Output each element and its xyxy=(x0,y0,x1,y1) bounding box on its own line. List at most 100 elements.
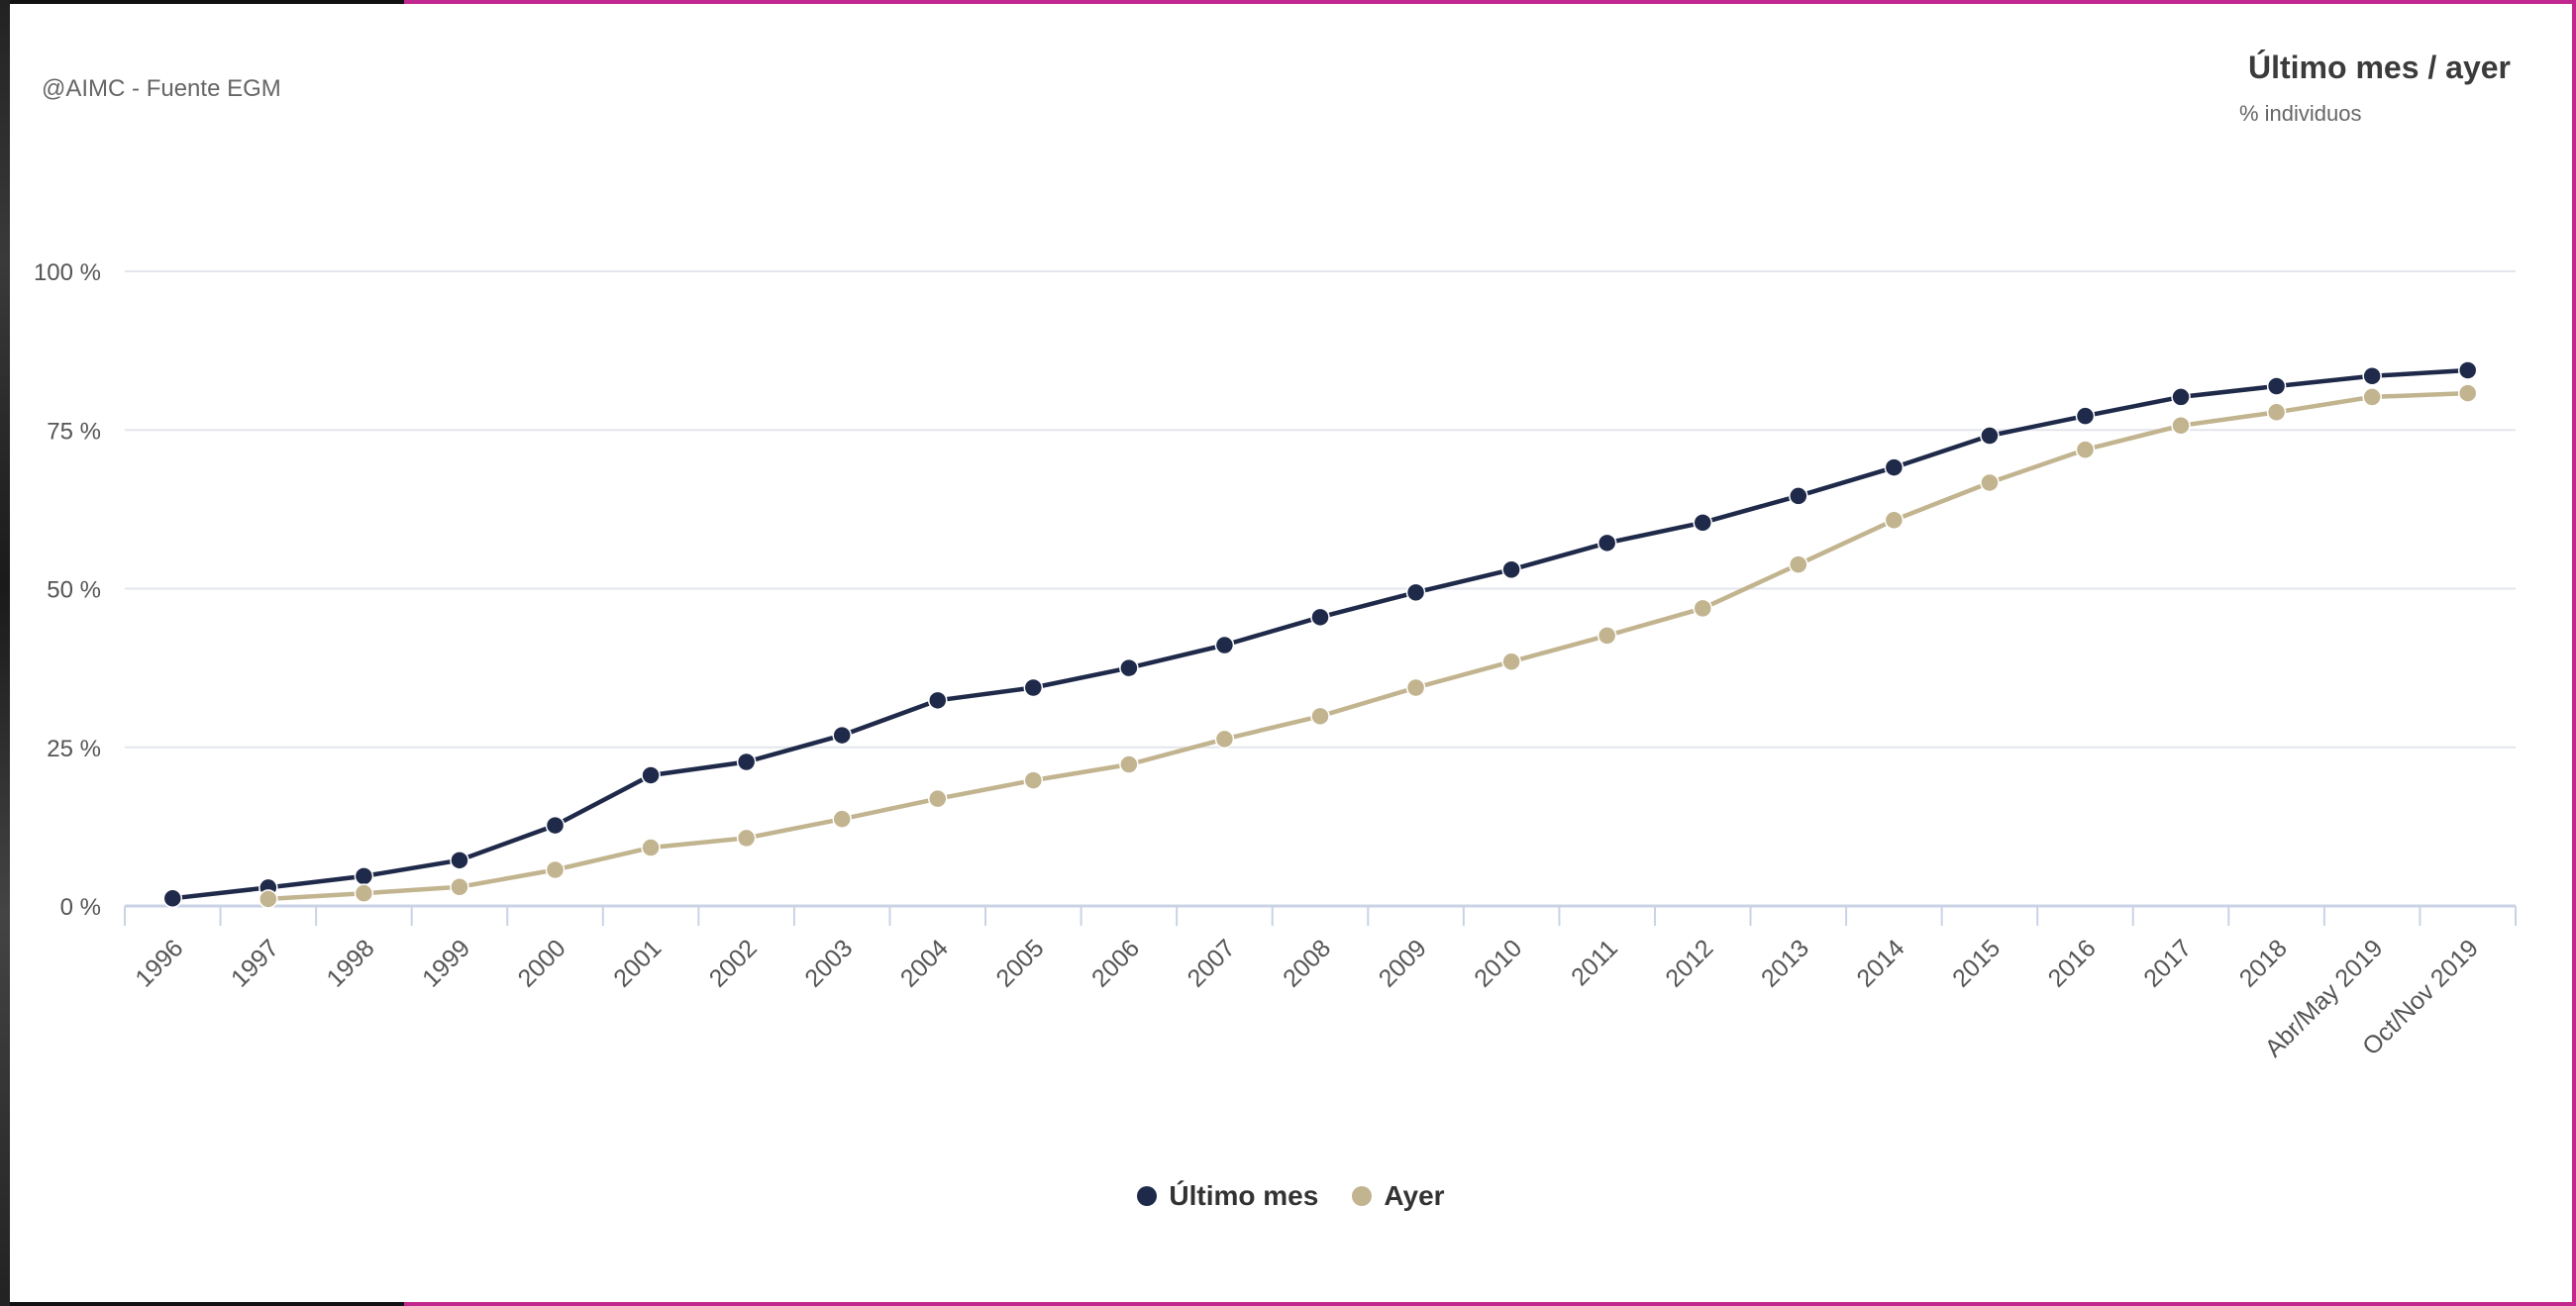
legend-marker-ayer xyxy=(1352,1186,1373,1206)
data-point[interactable] xyxy=(1884,510,1905,531)
x-tick-label: 2017 xyxy=(2138,934,2197,992)
data-point[interactable] xyxy=(1119,657,1139,678)
y-tick-label: 0 % xyxy=(60,894,101,921)
legend-label-ultimo-mes: Último mes xyxy=(1169,1180,1319,1211)
data-point[interactable] xyxy=(1310,607,1330,628)
accent-border-bottom xyxy=(404,1302,2576,1306)
data-point[interactable] xyxy=(1693,513,1712,533)
x-tick-label: 1997 xyxy=(226,934,284,992)
data-point[interactable] xyxy=(928,690,948,711)
x-tick-label: 2011 xyxy=(1566,934,1623,991)
data-point[interactable] xyxy=(1501,652,1521,671)
x-tick-label: 2018 xyxy=(2234,934,2293,992)
x-tick-label: 2015 xyxy=(1947,934,2006,992)
x-tick-label: 2000 xyxy=(513,934,571,992)
data-point[interactable] xyxy=(1693,598,1712,619)
data-point[interactable] xyxy=(2457,383,2478,403)
y-tick-label: 25 % xyxy=(47,736,101,762)
data-point[interactable] xyxy=(2075,440,2096,459)
data-point[interactable] xyxy=(1597,533,1617,553)
data-point[interactable] xyxy=(736,752,757,772)
legend-label-ayer: Ayer xyxy=(1384,1180,1445,1211)
data-point[interactable] xyxy=(2457,360,2478,380)
series-line-1 xyxy=(267,390,2468,902)
data-point[interactable] xyxy=(832,809,852,829)
data-point[interactable] xyxy=(1405,677,1426,698)
chart-panel: @AIMC - Fuente EGM Último mes / ayer % i… xyxy=(10,4,2572,1302)
y-axis-ticks: 0 % 25 % 50 % 75 % 100 % xyxy=(34,259,101,921)
data-point[interactable] xyxy=(545,859,566,880)
data-point[interactable] xyxy=(2266,402,2287,423)
x-tick-label: 2010 xyxy=(1469,934,1527,992)
x-tick-label: 2005 xyxy=(990,934,1049,992)
data-point[interactable] xyxy=(1884,457,1905,477)
x-tick-label: 2009 xyxy=(1374,934,1432,992)
legend-item-ayer[interactable]: Ayer xyxy=(1352,1180,1445,1212)
data-point[interactable] xyxy=(641,838,661,857)
data-point[interactable] xyxy=(2362,387,2382,407)
x-tick-label: 2013 xyxy=(1756,934,1814,992)
x-tick-label: 2012 xyxy=(1660,934,1718,992)
line-chart: 0 % 25 % 50 % 75 % 100 % 1996 1997 1998 1999 200… xyxy=(34,259,2517,1062)
data-point[interactable] xyxy=(1119,754,1139,774)
x-tick-label: 2001 xyxy=(608,934,667,992)
data-point[interactable] xyxy=(1023,677,1044,698)
x-tick-label: 2006 xyxy=(1086,934,1145,992)
chart-legend: Último mes Ayer xyxy=(10,1180,2572,1212)
series-layer xyxy=(162,360,2478,909)
data-point[interactable] xyxy=(1789,486,1808,506)
data-point[interactable] xyxy=(1980,472,2000,493)
x-tick-label: 2004 xyxy=(895,934,954,992)
window-edge-strip xyxy=(0,0,10,1306)
data-point[interactable] xyxy=(162,888,183,909)
x-tick-label: 2003 xyxy=(799,934,858,992)
y-tick-label: 100 % xyxy=(34,259,101,286)
legend-item-ultimo-mes[interactable]: Último mes xyxy=(1137,1180,1318,1212)
data-point[interactable] xyxy=(450,851,469,870)
grid-lines xyxy=(125,270,2516,749)
x-tick-label: 1999 xyxy=(417,934,475,992)
x-tick-label: 2007 xyxy=(1183,934,1241,992)
x-axis-ticks: 1996 1997 1998 1999 2000 2001 2002 2003 2004 2005… xyxy=(130,934,2484,1062)
accent-border-top xyxy=(404,0,2576,4)
data-point[interactable] xyxy=(2171,416,2191,436)
data-point[interactable] xyxy=(736,828,757,849)
data-point[interactable] xyxy=(832,725,852,746)
x-tick-label: 2008 xyxy=(1278,934,1336,992)
data-point[interactable] xyxy=(1405,582,1426,603)
data-point[interactable] xyxy=(1310,706,1330,727)
legend-marker-ultimo-mes xyxy=(1137,1186,1158,1206)
y-tick-label: 75 % xyxy=(47,418,101,445)
data-point[interactable] xyxy=(1597,626,1617,646)
chart-subtitle: % individuos xyxy=(2239,101,2362,126)
data-point[interactable] xyxy=(545,815,566,836)
x-tick-label: 2002 xyxy=(704,934,763,992)
data-point[interactable] xyxy=(928,788,948,809)
data-point[interactable] xyxy=(641,765,661,785)
chart-title: Último mes / ayer xyxy=(2248,50,2511,86)
data-point[interactable] xyxy=(1214,635,1235,655)
chart-credit[interactable]: @AIMC - Fuente EGM xyxy=(42,75,281,102)
data-point[interactable] xyxy=(1023,770,1044,790)
x-tick-label: 2014 xyxy=(1851,934,1909,992)
data-point[interactable] xyxy=(450,877,469,897)
accent-border-right xyxy=(2572,0,2576,1306)
x-axis xyxy=(124,904,2517,926)
x-tick-label: 1996 xyxy=(130,934,188,992)
data-point[interactable] xyxy=(1980,426,2000,446)
data-point[interactable] xyxy=(354,866,374,886)
data-point[interactable] xyxy=(2362,366,2382,386)
x-tick-label: 1998 xyxy=(322,934,380,992)
data-point[interactable] xyxy=(2266,376,2287,396)
series-line-0 xyxy=(172,367,2468,901)
chart-title-text: Último mes / ayer xyxy=(2248,50,2511,85)
x-tick-label: 2016 xyxy=(2043,934,2102,992)
data-point[interactable] xyxy=(354,883,374,903)
data-point[interactable] xyxy=(1789,554,1808,574)
data-point[interactable] xyxy=(1501,559,1521,580)
data-point[interactable] xyxy=(2075,406,2096,426)
data-point[interactable] xyxy=(2171,387,2191,407)
data-point[interactable] xyxy=(1214,729,1235,750)
y-tick-label: 50 % xyxy=(47,577,101,604)
data-point[interactable] xyxy=(258,889,278,909)
